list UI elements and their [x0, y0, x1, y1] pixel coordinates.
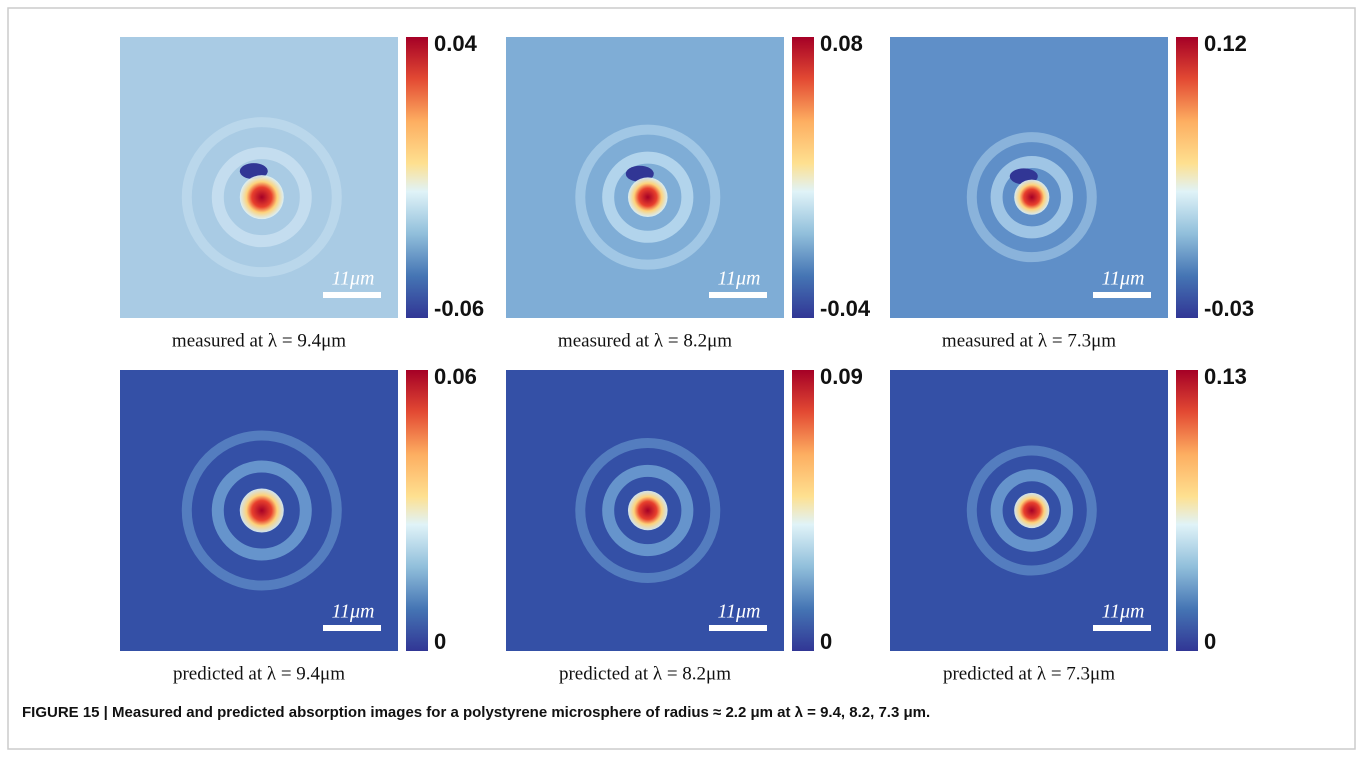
ring — [602, 151, 694, 243]
colorbar-min: 0 — [1204, 629, 1216, 654]
colorbar-min: 0 — [820, 629, 832, 654]
panel-caption: predicted at λ = 9.4μm — [173, 663, 345, 684]
scale-bar — [709, 292, 767, 298]
scale-bar-label: 11μm — [332, 601, 375, 623]
scale-bar — [1093, 292, 1151, 298]
panel-caption: measured at λ = 8.2μm — [558, 330, 732, 351]
scale-bar — [323, 625, 381, 631]
ring — [990, 469, 1073, 552]
colorbar-max: 0.06 — [434, 364, 477, 389]
figure-border — [7, 7, 1356, 750]
scale-bar-label: 11μm — [1102, 601, 1145, 623]
colorbar-min: -0.06 — [434, 296, 484, 321]
ring — [966, 445, 1097, 576]
ring — [575, 438, 721, 583]
colorbar — [1176, 37, 1198, 318]
ring — [181, 430, 342, 591]
colorbar-min: -0.04 — [820, 296, 871, 321]
colorbar-max: 0.09 — [820, 364, 863, 389]
scale-bar — [1093, 625, 1151, 631]
scale-bar-label: 11μm — [332, 268, 375, 290]
colorbar — [792, 370, 814, 651]
scale-bar — [323, 292, 381, 298]
center-blob — [1014, 179, 1050, 215]
ring — [966, 132, 1097, 263]
ring — [181, 117, 342, 278]
ring — [990, 155, 1073, 239]
colorbar — [1176, 370, 1198, 651]
colorbar — [792, 37, 814, 318]
colorbar-min: -0.03 — [1204, 296, 1254, 321]
colorbar-max: 0.12 — [1204, 31, 1247, 56]
scale-bar-label: 11μm — [718, 601, 761, 623]
center-blob — [627, 177, 668, 217]
scale-bar — [709, 625, 767, 631]
colorbar-max: 0.08 — [820, 31, 863, 56]
colorbar-min: 0 — [434, 629, 446, 654]
ring — [211, 460, 312, 561]
panel-caption: predicted at λ = 7.3μm — [943, 663, 1115, 684]
ring — [575, 124, 721, 270]
center-blob — [239, 175, 284, 220]
center-blob — [239, 488, 284, 533]
colorbar — [406, 37, 428, 318]
ring — [211, 147, 312, 248]
dark-spot — [239, 163, 268, 180]
center-blob — [1014, 492, 1050, 529]
colorbar — [406, 370, 428, 651]
scale-bar-label: 11μm — [1102, 268, 1145, 290]
colorbar-max: 0.04 — [434, 31, 478, 56]
scale-bar-label: 11μm — [718, 268, 761, 290]
figure-caption: FIGURE 15 | Measured and predicted absor… — [22, 704, 930, 721]
panel-caption: measured at λ = 9.4μm — [172, 330, 346, 351]
colorbar-max: 0.13 — [1204, 364, 1247, 389]
panel-caption: measured at λ = 7.3μm — [942, 330, 1116, 351]
ring — [602, 464, 694, 557]
panel-caption: predicted at λ = 8.2μm — [559, 663, 731, 684]
center-blob — [627, 490, 668, 531]
